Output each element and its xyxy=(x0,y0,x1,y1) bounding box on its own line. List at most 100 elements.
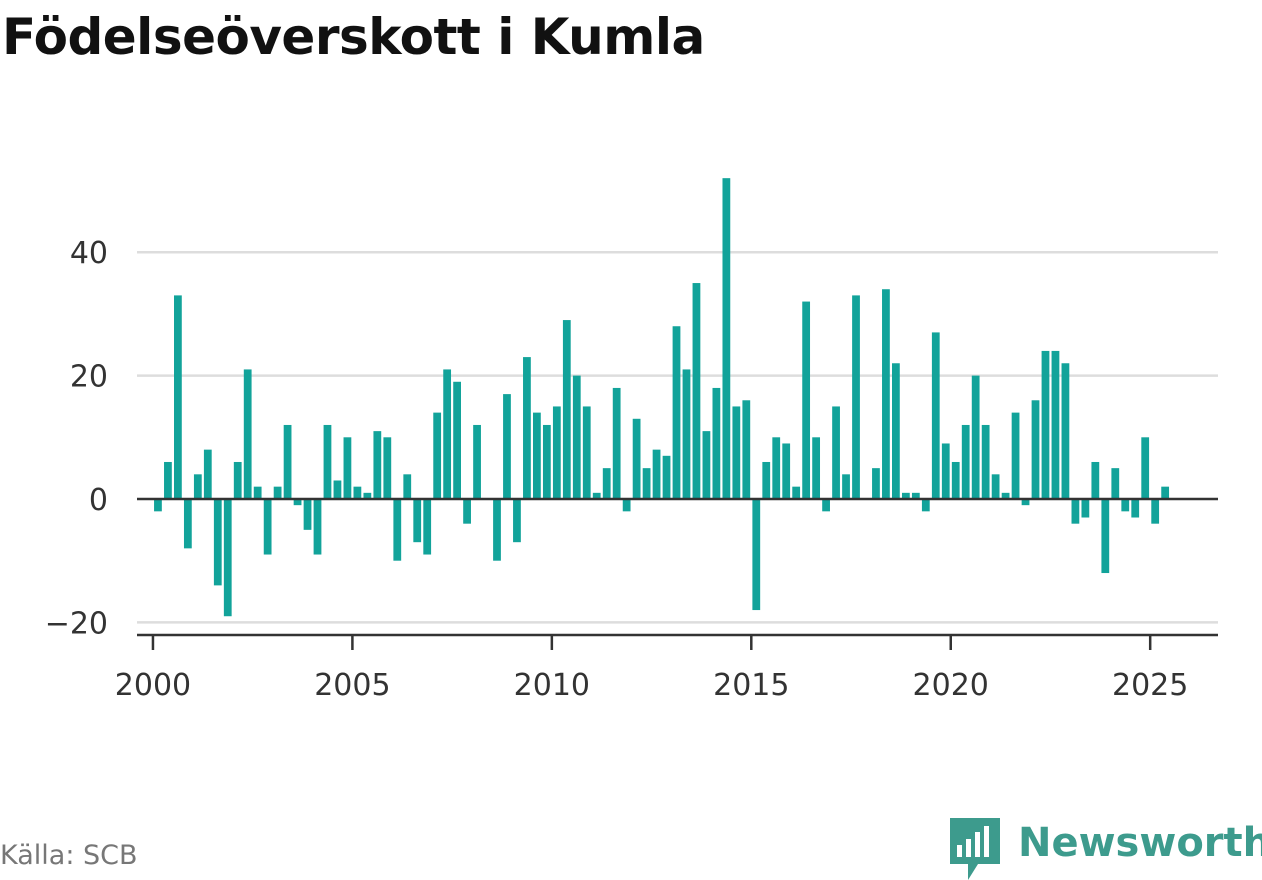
bar xyxy=(164,461,172,499)
newsworthy-logo-icon xyxy=(950,818,1000,880)
brand-logo: Newsworthy xyxy=(950,818,1262,880)
bar xyxy=(642,468,651,499)
bar xyxy=(1091,461,1100,499)
bar xyxy=(652,449,661,499)
bar xyxy=(901,492,910,499)
bar xyxy=(961,424,970,499)
brand-name: Newsworthy xyxy=(1018,820,1262,866)
bar xyxy=(632,418,641,499)
bar xyxy=(812,437,821,499)
bar xyxy=(832,406,840,499)
bar xyxy=(951,461,960,499)
y-tick-label: −20 xyxy=(45,606,108,641)
bar xyxy=(463,499,471,524)
bar xyxy=(353,486,362,499)
bar xyxy=(363,492,372,499)
bar xyxy=(1131,499,1140,518)
bar xyxy=(263,499,272,555)
bar xyxy=(523,357,531,499)
bar xyxy=(343,437,352,499)
bar xyxy=(921,499,930,512)
bar xyxy=(582,406,591,499)
bar xyxy=(542,424,551,499)
bar xyxy=(682,369,691,499)
bar xyxy=(223,499,232,617)
bar xyxy=(373,431,382,499)
y-tick-label: 0 xyxy=(89,483,108,518)
bar xyxy=(253,486,262,499)
bar xyxy=(602,468,611,499)
source-credit: Källa: SCB xyxy=(0,840,138,871)
bars xyxy=(154,178,1170,617)
x-tick-label: 2015 xyxy=(713,668,789,703)
bar xyxy=(393,499,402,561)
bar xyxy=(911,492,920,499)
y-axis-tick-labels: −20 0 20 40 xyxy=(45,236,108,641)
axes xyxy=(137,497,1218,637)
bar xyxy=(473,424,481,499)
bar xyxy=(1031,400,1040,499)
bar xyxy=(383,437,392,499)
y-tick-label: 20 xyxy=(70,360,108,395)
bar xyxy=(323,424,332,499)
bar xyxy=(1081,499,1090,518)
bar xyxy=(802,301,811,499)
bar xyxy=(792,486,801,499)
bar xyxy=(423,499,432,555)
bar xyxy=(1021,499,1030,506)
bar xyxy=(1011,412,1020,499)
bar xyxy=(1051,350,1060,499)
bar xyxy=(193,474,202,499)
bar xyxy=(1121,499,1130,512)
bar xyxy=(413,499,422,543)
bar xyxy=(662,455,671,499)
bar xyxy=(572,375,581,499)
bar xyxy=(154,499,162,512)
bar xyxy=(1161,486,1170,499)
bar xyxy=(892,363,900,499)
bar xyxy=(822,499,830,512)
bar xyxy=(702,431,711,499)
bar xyxy=(1111,468,1120,499)
bar xyxy=(852,295,860,499)
bar xyxy=(503,394,511,499)
bar xyxy=(174,295,182,499)
bar xyxy=(293,499,302,506)
bar xyxy=(1001,492,1010,499)
bar xyxy=(722,178,731,499)
bar xyxy=(1101,499,1110,574)
bar xyxy=(1151,499,1160,524)
bar xyxy=(991,474,1000,499)
bar xyxy=(592,492,601,499)
x-axis-tick-labels: 2000 2005 2010 2015 2020 2025 xyxy=(115,635,1188,703)
bar xyxy=(872,468,880,499)
bar xyxy=(552,406,561,499)
bar xyxy=(183,499,192,549)
bar xyxy=(931,332,940,499)
bar xyxy=(782,443,791,499)
bar xyxy=(712,387,721,499)
bar xyxy=(1071,499,1080,524)
bar xyxy=(1041,350,1050,499)
bar xyxy=(443,369,452,499)
bar xyxy=(752,499,761,611)
bar xyxy=(981,424,990,499)
bar xyxy=(243,369,252,499)
x-tick-label: 2010 xyxy=(514,668,590,703)
bar xyxy=(203,449,212,499)
bar xyxy=(513,499,521,543)
bar xyxy=(772,437,781,499)
bar xyxy=(273,486,282,499)
x-tick-label: 2005 xyxy=(314,668,390,703)
bar xyxy=(303,499,312,530)
bar xyxy=(971,375,980,499)
x-tick-label: 2000 xyxy=(115,668,191,703)
y-tick-label: 40 xyxy=(70,236,108,271)
bar xyxy=(742,400,751,499)
bar xyxy=(403,474,412,499)
bar xyxy=(233,461,242,499)
bar xyxy=(213,499,222,586)
bar xyxy=(333,480,342,499)
bar xyxy=(732,406,741,499)
bar xyxy=(842,474,850,499)
